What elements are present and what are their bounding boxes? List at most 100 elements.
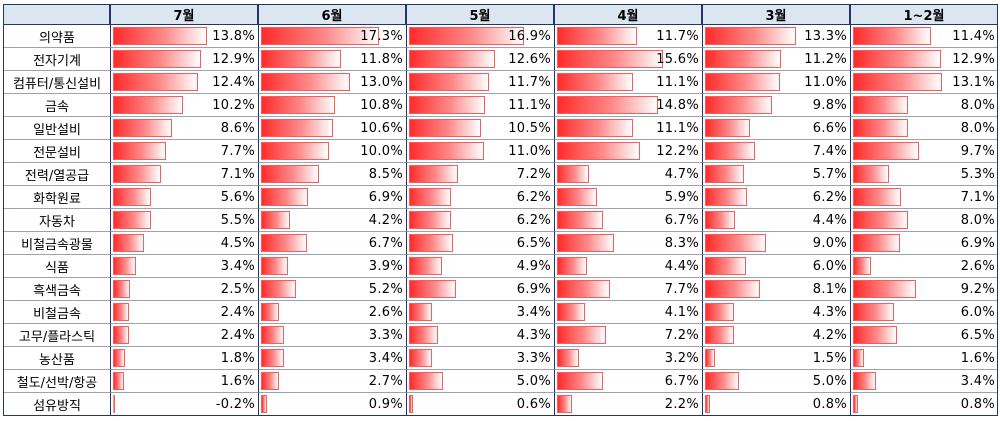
- data-bar: [557, 96, 658, 114]
- data-bar: [409, 73, 489, 91]
- data-label: 2.6%: [368, 304, 403, 320]
- value-cell: 6.9%: [850, 232, 998, 255]
- data-label: 3.4%: [516, 304, 551, 320]
- value-cell: 8.5%: [258, 163, 406, 186]
- data-label: 4.4%: [812, 212, 847, 228]
- data-bar: [853, 303, 894, 321]
- value-cell: 9.2%: [850, 278, 998, 301]
- column-header: 4월: [554, 4, 702, 25]
- data-label: 3.3%: [368, 327, 403, 343]
- row-label: 철도/선박/항공: [3, 370, 110, 393]
- column-header: 3월: [702, 4, 850, 25]
- data-bar: [853, 50, 941, 68]
- value-cell: 1.8%: [110, 347, 258, 370]
- row-label: 일반설비: [3, 117, 110, 140]
- data-bar: [853, 119, 908, 137]
- value-cell: 0.9%: [258, 393, 406, 416]
- value-cell: 12.9%: [110, 48, 258, 71]
- data-bar: [705, 142, 756, 160]
- data-label: 8.0%: [960, 212, 995, 228]
- value-cell: 11.0%: [406, 140, 554, 163]
- data-label: 11.1%: [508, 97, 551, 113]
- data-bar: [261, 303, 279, 321]
- data-label: 5.7%: [812, 166, 847, 182]
- data-label: 4.3%: [812, 304, 847, 320]
- value-cell: 6.0%: [850, 301, 998, 324]
- data-bar: [557, 303, 585, 321]
- data-label: 9.0%: [812, 235, 847, 251]
- value-cell: 12.2%: [554, 140, 702, 163]
- data-bar: [409, 142, 485, 160]
- data-bar: [705, 234, 767, 252]
- data-label: 7.7%: [664, 281, 699, 297]
- data-label: 15.6%: [656, 51, 699, 67]
- data-label: 8.3%: [664, 235, 699, 251]
- value-cell: 4.5%: [110, 232, 258, 255]
- value-cell: 12.9%: [850, 48, 998, 71]
- data-bar: [113, 188, 152, 206]
- data-label: 3.2%: [664, 350, 699, 366]
- value-cell: 2.4%: [110, 324, 258, 347]
- data-label: 7.2%: [516, 166, 551, 182]
- data-bar: [705, 280, 761, 298]
- data-label: 11.8%: [360, 51, 403, 67]
- value-cell: 5.2%: [258, 278, 406, 301]
- data-bar: [409, 27, 525, 45]
- data-label: 17.3%: [360, 28, 403, 44]
- value-cell: -0.2%: [110, 393, 258, 416]
- data-label: 11.7%: [508, 74, 551, 90]
- data-label: 8.5%: [368, 166, 403, 182]
- data-bar: [705, 73, 781, 91]
- data-label: 6.0%: [960, 304, 995, 320]
- data-bar: [853, 96, 908, 114]
- data-bar: [705, 188, 748, 206]
- data-label: 6.6%: [812, 120, 847, 136]
- data-bar: [409, 372, 444, 390]
- data-label: 5.5%: [220, 212, 255, 228]
- data-bar: [853, 349, 864, 367]
- value-cell: 4.7%: [554, 163, 702, 186]
- data-bar: [705, 27, 796, 45]
- data-bar: [705, 119, 751, 137]
- value-cell: 6.7%: [554, 370, 702, 393]
- value-cell: 10.8%: [258, 94, 406, 117]
- data-bar: [557, 27, 637, 45]
- data-label: 6.2%: [516, 212, 551, 228]
- data-label: 12.6%: [508, 51, 551, 67]
- value-cell: 17.3%: [258, 25, 406, 48]
- data-bar: [113, 395, 115, 413]
- data-bar: [261, 280, 297, 298]
- value-cell: 11.0%: [702, 71, 850, 94]
- value-cell: 3.2%: [554, 347, 702, 370]
- data-label: 14.8%: [656, 97, 699, 113]
- data-bar: [557, 50, 664, 68]
- data-label: 1.8%: [220, 350, 255, 366]
- data-label: 11.0%: [508, 143, 551, 159]
- data-bar: [113, 119, 172, 137]
- row-label: 의약품: [3, 25, 110, 48]
- data-label: 12.2%: [656, 143, 699, 159]
- data-bar: [113, 303, 130, 321]
- data-bar: [261, 188, 309, 206]
- row-label: 자동차: [3, 209, 110, 232]
- data-bar: [705, 257, 746, 275]
- data-bar: [853, 326, 898, 344]
- value-cell: 11.8%: [258, 48, 406, 71]
- row-label: 컴퓨터/통신설비: [3, 71, 110, 94]
- value-cell: 9.8%: [702, 94, 850, 117]
- data-bar: [409, 96, 485, 114]
- value-cell: 4.4%: [702, 209, 850, 232]
- data-label: 4.4%: [664, 258, 699, 274]
- value-cell: 6.2%: [406, 209, 554, 232]
- data-label: 1.6%: [220, 373, 255, 389]
- data-bar: [557, 395, 572, 413]
- data-bar: [261, 211, 290, 229]
- data-label: 8.1%: [812, 281, 847, 297]
- data-label: 16.9%: [508, 28, 551, 44]
- value-cell: 6.2%: [406, 186, 554, 209]
- value-cell: 2.2%: [554, 393, 702, 416]
- data-label: 4.9%: [516, 258, 551, 274]
- row-label: 화학원료: [3, 186, 110, 209]
- row-label: 비철금속: [3, 301, 110, 324]
- data-label: 4.2%: [368, 212, 403, 228]
